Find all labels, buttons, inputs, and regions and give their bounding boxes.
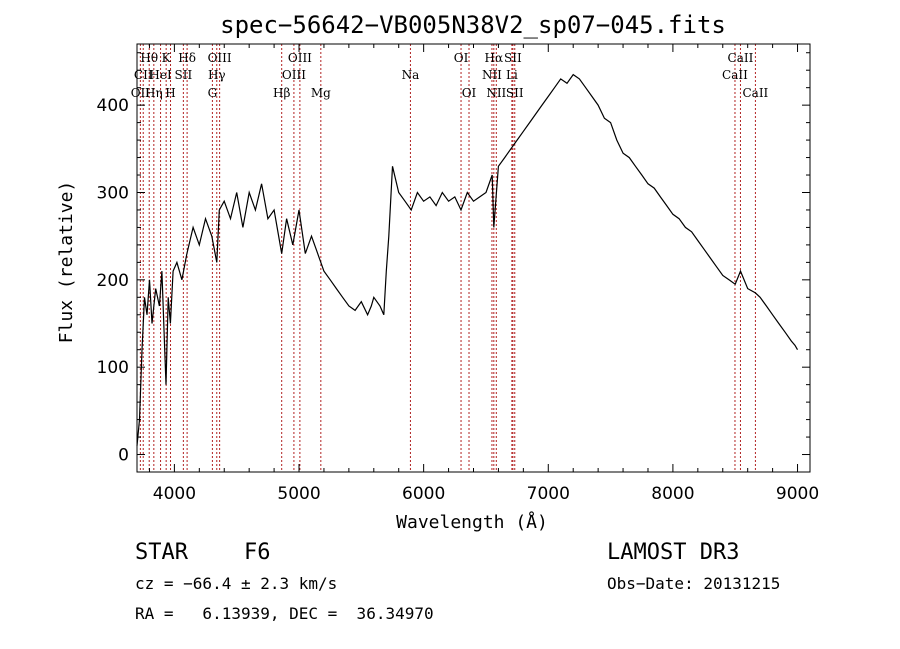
spectral-line-label: Li bbox=[506, 68, 518, 82]
spectral-line-label: H bbox=[165, 86, 175, 100]
y-tick-label: 200 bbox=[97, 271, 129, 291]
y-tick-label: 400 bbox=[97, 96, 129, 116]
spectral-line-label: HeI bbox=[149, 68, 172, 82]
object-class: STAR bbox=[135, 540, 188, 565]
spectral-line-label: Hδ bbox=[178, 51, 196, 65]
spectral-line-label: NII bbox=[482, 68, 502, 82]
spectral-line-label: OI bbox=[462, 86, 477, 100]
x-tick-label: 4000 bbox=[153, 484, 196, 504]
spectral-line-label: Hβ bbox=[273, 86, 290, 100]
spectral-line-label: CaII bbox=[722, 68, 748, 82]
flux-series-line bbox=[136, 73, 799, 446]
spectral-line-label: OIII bbox=[282, 68, 306, 82]
y-axis-label: Flux (relative) bbox=[56, 181, 77, 344]
x-axis-label: Wavelength (Å) bbox=[396, 511, 548, 533]
spectral-line-label: Na bbox=[402, 68, 420, 82]
spectral-line-label: Hη bbox=[145, 86, 163, 100]
spectral-line-label: G bbox=[208, 86, 218, 100]
survey-name: LAMOST DR3 bbox=[607, 540, 740, 565]
spectral-line-label: K bbox=[162, 51, 172, 65]
x-tick-label: 7000 bbox=[527, 484, 570, 504]
spectral-line-label: SII bbox=[506, 86, 524, 100]
spectral-line-label: OII bbox=[131, 86, 151, 100]
chart-title: spec−56642−VB005N38V2_sp07−045.fits bbox=[220, 11, 726, 39]
subclass: F6 bbox=[244, 540, 271, 565]
spectral-line-label: OI bbox=[454, 51, 469, 65]
redshift-cz: cz = −66.4 ± 2.3 km/s bbox=[135, 574, 338, 593]
spectral-line-label: SII bbox=[175, 68, 193, 82]
y-tick-label: 100 bbox=[97, 358, 129, 378]
spectral-line-label: Hγ bbox=[208, 68, 226, 82]
spectral-line-label: OIII bbox=[288, 51, 312, 65]
spectral-line-label: Mg bbox=[311, 86, 331, 100]
spectral-line-label: SII bbox=[504, 51, 522, 65]
observation-date: Obs−Date: 20131215 bbox=[607, 574, 781, 593]
spectral-line-label: CII bbox=[134, 68, 153, 82]
spectral-line-label: NII bbox=[486, 86, 506, 100]
spectral-line-label: Hα bbox=[485, 51, 504, 65]
spectral-line-label: OIII bbox=[208, 51, 232, 65]
y-tick-label: 0 bbox=[118, 446, 129, 466]
coordinates: RA = 6.13939, DEC = 36.34970 bbox=[135, 604, 434, 623]
plot-frame bbox=[136, 43, 811, 473]
x-tick-label: 8000 bbox=[651, 484, 694, 504]
y-tick-label: 300 bbox=[97, 183, 129, 203]
spectral-line-label: CaII bbox=[742, 86, 768, 100]
x-tick-label: 9000 bbox=[776, 484, 819, 504]
spectral-line-label: CaII bbox=[728, 51, 754, 65]
x-tick-label: 6000 bbox=[402, 484, 445, 504]
x-tick-label: 5000 bbox=[277, 484, 320, 504]
spectral-line-label: Hθ bbox=[140, 51, 158, 65]
